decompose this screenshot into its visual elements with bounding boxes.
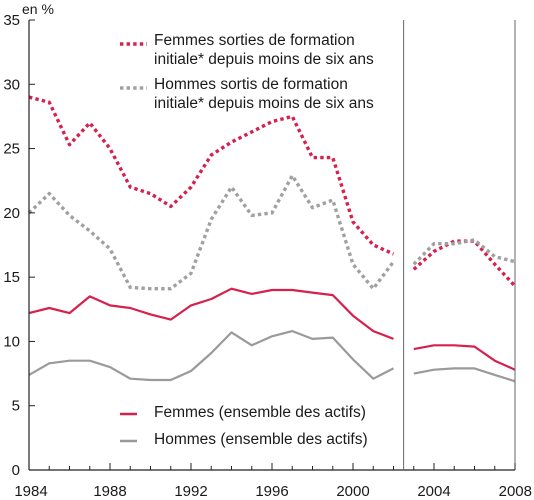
y-tick-label: 5: [12, 398, 20, 415]
y-axis-unit-label: en %: [22, 1, 54, 17]
solid-series-line-3-segment-1: [413, 367, 516, 383]
y-tick-labels: 0 5 10 15 20 25 30 35: [3, 12, 20, 479]
solid-series-line-2-segment-1: [413, 344, 516, 371]
x-tick-labels: 1984 1988 1992 1996 2000 2004 2008: [14, 483, 532, 500]
legend-label-1-line-0: Hommes sortis de formation: [154, 76, 348, 93]
y-tick-label: 10: [3, 333, 20, 350]
legend-label-2-line-0: Femmes (ensemble des actifs): [154, 404, 366, 421]
x-tick-label: 1992: [174, 483, 207, 500]
legend-label-1-line-1: initiale* depuis moins de six ans: [154, 95, 374, 112]
plot-frame: [28, 19, 516, 471]
legend: Femmes sorties de formation initiale* dep…: [120, 32, 374, 448]
dotted-series-line-0-segment-0: [28, 95, 395, 256]
x-tick-label: 1984: [14, 483, 47, 500]
series-lines: [27, 95, 517, 383]
x-tick-label: 2008: [499, 483, 532, 500]
legend-label-3-line-0: Hommes (ensemble des actifs): [154, 431, 368, 448]
solid-series-line-3-segment-0: [28, 330, 394, 382]
x-tick-label: 2000: [336, 483, 369, 500]
y-tick-label: 35: [3, 12, 20, 29]
x-tick-label: 2004: [417, 483, 450, 500]
dotted-series-line-1-segment-1: [412, 238, 516, 266]
x-tick-label: 1996: [255, 483, 288, 500]
y-tick-label: 20: [3, 205, 20, 222]
y-tick-label: 30: [3, 76, 20, 93]
x-tick-label: 1988: [93, 483, 126, 500]
y-tick-label: 25: [3, 141, 20, 158]
y-tick-label: 0: [12, 462, 20, 479]
solid-series-line-2-segment-0: [28, 287, 394, 340]
dotted-series-line-1-segment-0: [27, 173, 395, 291]
legend-label-0-line-1: initiale* depuis moins de six ans: [154, 51, 374, 68]
y-tick-label: 15: [3, 269, 20, 286]
legend-label-0-line-0: Femmes sorties de formation: [154, 32, 355, 49]
